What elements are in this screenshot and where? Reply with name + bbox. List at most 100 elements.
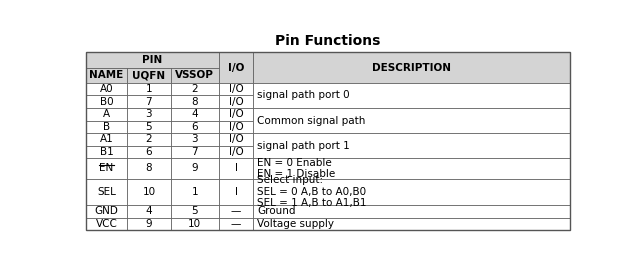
Text: —: — bbox=[231, 206, 241, 216]
Bar bbox=[219, 108, 253, 121]
Text: B0: B0 bbox=[100, 97, 113, 106]
Text: 9: 9 bbox=[145, 219, 152, 229]
Bar bbox=[219, 179, 253, 205]
Bar bbox=[253, 52, 570, 83]
Bar bbox=[127, 158, 171, 179]
Bar bbox=[219, 133, 253, 146]
Bar bbox=[86, 108, 127, 121]
Text: Voltage supply: Voltage supply bbox=[257, 219, 334, 229]
Text: I: I bbox=[234, 163, 237, 174]
Text: 9: 9 bbox=[191, 163, 198, 174]
Text: 2: 2 bbox=[191, 84, 198, 94]
Bar bbox=[253, 108, 570, 133]
Bar bbox=[171, 108, 219, 121]
Text: DESCRIPTION: DESCRIPTION bbox=[372, 63, 451, 73]
Text: I/O: I/O bbox=[228, 122, 243, 132]
Text: A: A bbox=[103, 109, 110, 119]
Bar bbox=[171, 218, 219, 230]
Bar bbox=[219, 95, 253, 108]
Bar bbox=[86, 133, 127, 146]
Bar bbox=[171, 68, 219, 83]
Bar bbox=[219, 218, 253, 230]
Text: GND: GND bbox=[95, 206, 118, 216]
Bar bbox=[86, 158, 127, 179]
Text: EN = 0 Enable
EN = 1 Disable: EN = 0 Enable EN = 1 Disable bbox=[257, 158, 335, 179]
Bar bbox=[127, 133, 171, 146]
Text: UQFN: UQFN bbox=[132, 70, 166, 80]
Text: signal path port 0: signal path port 0 bbox=[257, 90, 349, 100]
Text: —: — bbox=[231, 219, 241, 229]
Bar bbox=[171, 158, 219, 179]
Bar bbox=[171, 179, 219, 205]
Bar bbox=[127, 108, 171, 121]
Bar bbox=[253, 158, 570, 179]
Bar bbox=[86, 52, 219, 68]
Text: 10: 10 bbox=[188, 219, 202, 229]
Text: 1: 1 bbox=[191, 187, 198, 197]
Text: Select input:
SEL = 0 A,B to A0,B0
SEL = 1 A,B to A1,B1: Select input: SEL = 0 A,B to A0,B0 SEL =… bbox=[257, 175, 367, 208]
Bar bbox=[171, 95, 219, 108]
Text: 3: 3 bbox=[145, 109, 152, 119]
Bar bbox=[127, 218, 171, 230]
Bar bbox=[127, 68, 171, 83]
Bar bbox=[253, 83, 570, 108]
Text: I/O: I/O bbox=[228, 134, 243, 144]
Text: B: B bbox=[103, 122, 110, 132]
Bar bbox=[127, 205, 171, 218]
Text: EN: EN bbox=[99, 163, 114, 174]
Bar bbox=[86, 68, 127, 83]
Text: 10: 10 bbox=[142, 187, 156, 197]
Text: I/O: I/O bbox=[228, 63, 244, 73]
Text: 5: 5 bbox=[191, 206, 198, 216]
Text: A0: A0 bbox=[100, 84, 113, 94]
Bar bbox=[86, 52, 570, 230]
Bar bbox=[253, 218, 570, 230]
Bar bbox=[171, 121, 219, 133]
Bar bbox=[253, 205, 570, 218]
Bar bbox=[86, 146, 127, 158]
Text: VCC: VCC bbox=[95, 219, 118, 229]
Bar bbox=[86, 83, 127, 95]
Text: Ground: Ground bbox=[257, 206, 296, 216]
Text: 8: 8 bbox=[191, 97, 198, 106]
Bar bbox=[253, 133, 570, 158]
Text: 6: 6 bbox=[191, 122, 198, 132]
Text: I/O: I/O bbox=[228, 147, 243, 157]
Bar bbox=[86, 95, 127, 108]
Bar bbox=[127, 146, 171, 158]
Bar bbox=[86, 205, 127, 218]
Bar bbox=[171, 133, 219, 146]
Bar bbox=[86, 121, 127, 133]
Bar bbox=[171, 146, 219, 158]
Text: B1: B1 bbox=[100, 147, 113, 157]
Bar bbox=[86, 218, 127, 230]
Text: 7: 7 bbox=[145, 97, 152, 106]
Text: 5: 5 bbox=[145, 122, 152, 132]
Bar bbox=[127, 95, 171, 108]
Bar bbox=[127, 83, 171, 95]
Text: I/O: I/O bbox=[228, 109, 243, 119]
Text: 1: 1 bbox=[145, 84, 152, 94]
Text: PIN: PIN bbox=[142, 55, 163, 65]
Text: 2: 2 bbox=[145, 134, 152, 144]
Text: 6: 6 bbox=[145, 147, 152, 157]
Text: I: I bbox=[234, 187, 237, 197]
Text: 7: 7 bbox=[191, 147, 198, 157]
Bar bbox=[86, 179, 127, 205]
Text: I/O: I/O bbox=[228, 97, 243, 106]
Text: 8: 8 bbox=[145, 163, 152, 174]
Bar bbox=[219, 83, 253, 95]
Text: 4: 4 bbox=[191, 109, 198, 119]
Text: Common signal path: Common signal path bbox=[257, 116, 365, 126]
Bar bbox=[127, 121, 171, 133]
Bar bbox=[171, 205, 219, 218]
Text: I/O: I/O bbox=[228, 84, 243, 94]
Bar bbox=[219, 205, 253, 218]
Bar bbox=[219, 52, 253, 83]
Text: A1: A1 bbox=[100, 134, 113, 144]
Text: NAME: NAME bbox=[90, 70, 124, 80]
Bar bbox=[219, 158, 253, 179]
Bar bbox=[219, 146, 253, 158]
Text: Pin Functions: Pin Functions bbox=[275, 34, 381, 48]
Text: 3: 3 bbox=[191, 134, 198, 144]
